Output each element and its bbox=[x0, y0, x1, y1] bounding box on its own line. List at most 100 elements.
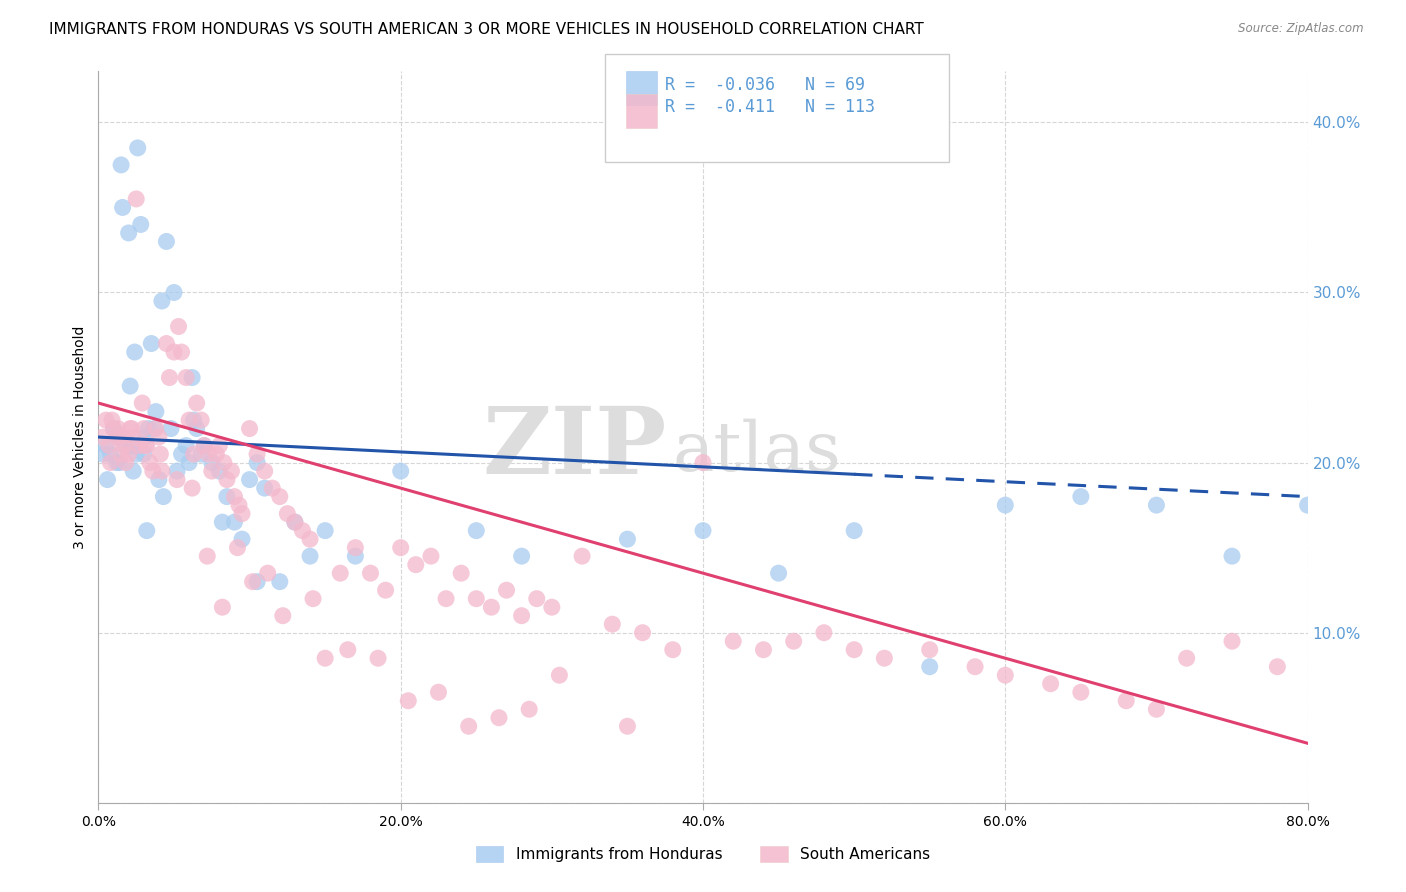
Point bbox=[193, 439, 215, 453]
Point bbox=[112, 439, 135, 453]
Point bbox=[367, 651, 389, 665]
Point bbox=[602, 617, 624, 632]
Point bbox=[239, 473, 262, 487]
Point bbox=[1146, 498, 1168, 512]
Point bbox=[284, 515, 307, 529]
Point bbox=[170, 345, 193, 359]
Point bbox=[128, 439, 150, 453]
Point bbox=[262, 481, 284, 495]
Point bbox=[918, 642, 941, 657]
Point bbox=[256, 566, 278, 581]
Point bbox=[100, 447, 122, 461]
Point bbox=[179, 456, 201, 470]
Point bbox=[344, 549, 367, 563]
Point bbox=[100, 456, 122, 470]
Point bbox=[155, 235, 177, 249]
Point bbox=[120, 379, 142, 393]
Point bbox=[96, 473, 118, 487]
Point bbox=[246, 456, 269, 470]
Point bbox=[101, 413, 124, 427]
Point bbox=[228, 498, 250, 512]
Point bbox=[212, 456, 235, 470]
Point bbox=[107, 421, 129, 435]
Point bbox=[103, 421, 125, 435]
Point bbox=[336, 642, 359, 657]
Point bbox=[145, 404, 167, 418]
Point bbox=[186, 421, 208, 435]
Text: atlas: atlas bbox=[672, 418, 842, 485]
Point bbox=[181, 370, 204, 384]
Point bbox=[510, 549, 533, 563]
Point bbox=[374, 583, 396, 598]
Point bbox=[145, 421, 167, 435]
Point bbox=[1039, 677, 1062, 691]
Point bbox=[131, 396, 153, 410]
Point bbox=[148, 430, 170, 444]
Point bbox=[517, 702, 540, 716]
Point bbox=[314, 524, 336, 538]
Point bbox=[150, 464, 173, 478]
Point bbox=[253, 464, 276, 478]
Point bbox=[127, 141, 149, 155]
Point bbox=[246, 574, 269, 589]
Point bbox=[139, 456, 162, 470]
Point bbox=[136, 421, 159, 435]
Point bbox=[242, 574, 264, 589]
Point bbox=[389, 464, 412, 478]
Point bbox=[495, 583, 517, 598]
Point bbox=[314, 651, 336, 665]
Point bbox=[149, 447, 172, 461]
Point bbox=[186, 396, 208, 410]
Text: IMMIGRANTS FROM HONDURAS VS SOUTH AMERICAN 3 OR MORE VEHICLES IN HOUSEHOLD CORRE: IMMIGRANTS FROM HONDURAS VS SOUTH AMERIC… bbox=[49, 22, 924, 37]
Point bbox=[166, 473, 188, 487]
Point bbox=[231, 507, 253, 521]
Point bbox=[918, 659, 941, 673]
Point bbox=[134, 430, 156, 444]
Point bbox=[103, 421, 125, 435]
Point bbox=[616, 719, 638, 733]
Point bbox=[205, 447, 228, 461]
Point bbox=[457, 719, 479, 733]
Point bbox=[271, 608, 294, 623]
Point bbox=[481, 600, 503, 615]
Point bbox=[571, 549, 593, 563]
Point bbox=[105, 430, 128, 444]
Point bbox=[183, 447, 205, 461]
Point bbox=[160, 421, 183, 435]
Text: ZIP: ZIP bbox=[482, 403, 666, 493]
Point bbox=[420, 549, 443, 563]
Point bbox=[329, 566, 352, 581]
Point bbox=[148, 473, 170, 487]
Point bbox=[1175, 651, 1198, 665]
Point bbox=[94, 439, 117, 453]
Point bbox=[783, 634, 806, 648]
Point bbox=[208, 464, 231, 478]
Point bbox=[98, 439, 121, 453]
Point bbox=[159, 370, 181, 384]
Point bbox=[181, 481, 204, 495]
Point bbox=[124, 345, 146, 359]
Point bbox=[396, 694, 419, 708]
Point bbox=[299, 549, 322, 563]
Point bbox=[174, 370, 197, 384]
Point bbox=[190, 447, 212, 461]
Point bbox=[118, 226, 141, 240]
Point bbox=[190, 413, 212, 427]
Point bbox=[110, 158, 132, 172]
Point bbox=[174, 439, 197, 453]
Point bbox=[150, 293, 173, 308]
Point bbox=[246, 447, 269, 461]
Point bbox=[1146, 702, 1168, 716]
Point bbox=[231, 532, 253, 546]
Point bbox=[427, 685, 450, 699]
Point bbox=[510, 608, 533, 623]
Point bbox=[129, 218, 152, 232]
Point bbox=[197, 447, 219, 461]
Point bbox=[142, 464, 165, 478]
Point bbox=[208, 439, 231, 453]
Point bbox=[631, 625, 654, 640]
Point bbox=[692, 456, 714, 470]
Point bbox=[132, 447, 155, 461]
Point bbox=[344, 541, 367, 555]
Text: R =  -0.036   N = 69: R = -0.036 N = 69 bbox=[665, 76, 865, 94]
